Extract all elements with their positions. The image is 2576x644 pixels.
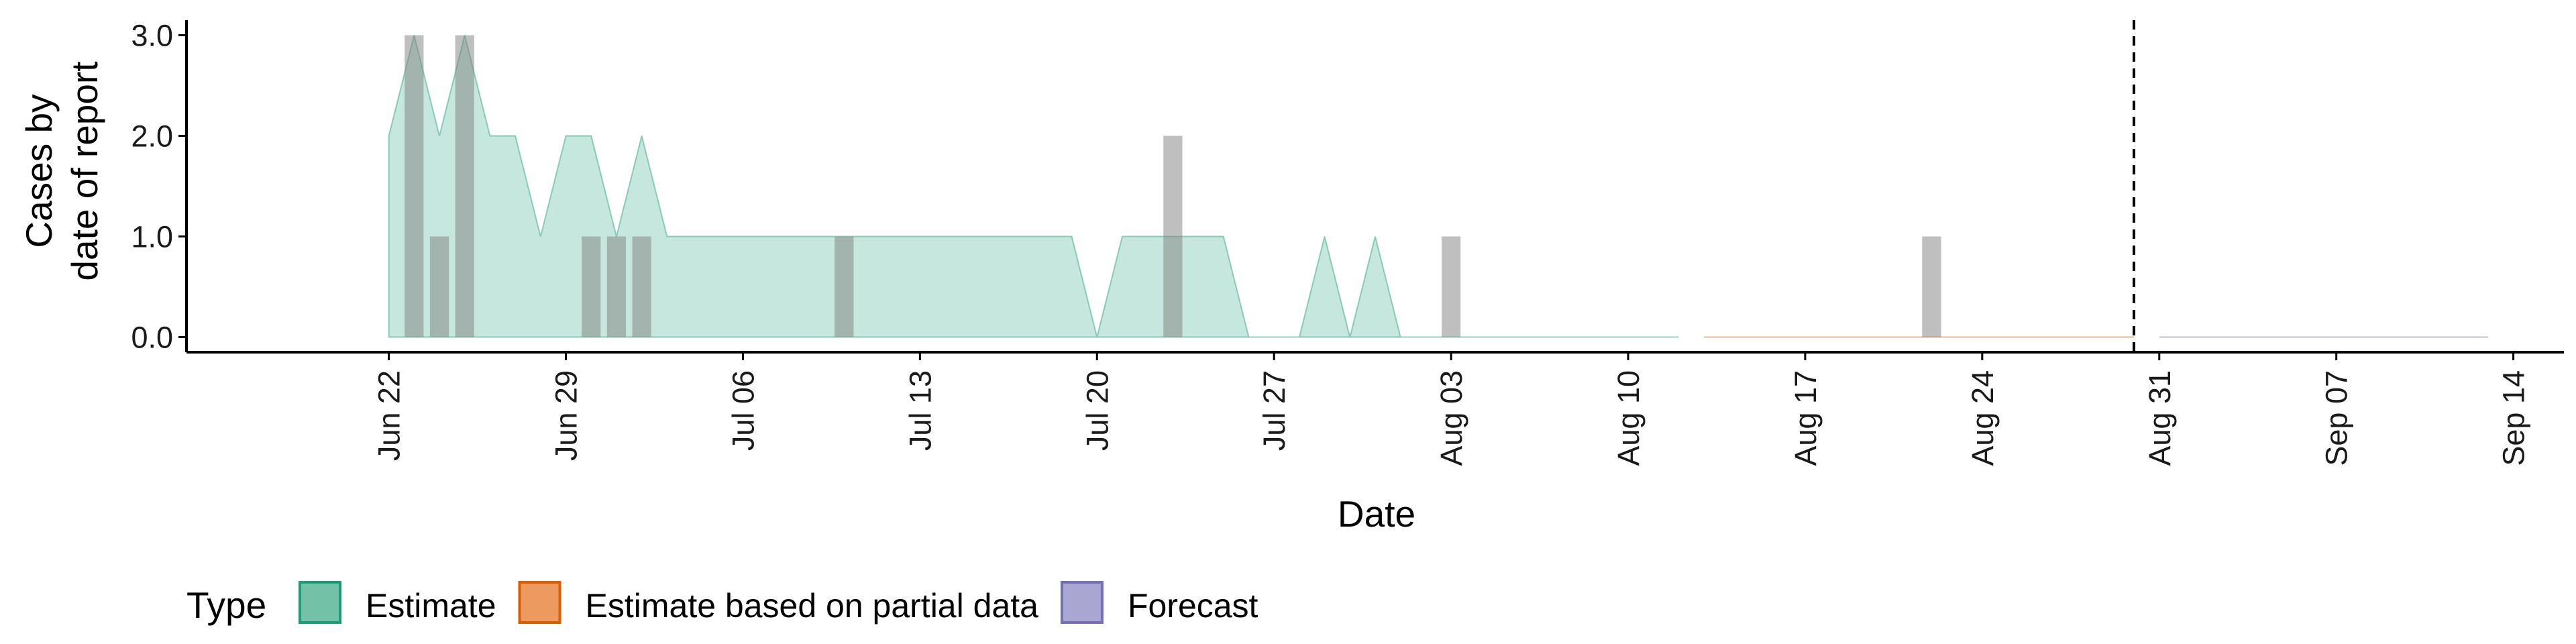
y-tick-label: 2.0 (131, 119, 173, 154)
y-tick-label: 0.0 (131, 321, 173, 355)
y-axis-title-line-1: Cases by (18, 94, 60, 248)
x-tick-label: Sep 14 (2497, 370, 2531, 466)
axes (185, 20, 2564, 354)
x-tick-label: Sep 07 (2320, 370, 2354, 466)
x-axis-title: Date (1338, 493, 1415, 535)
x-tick-label: Jun 22 (372, 370, 407, 461)
x-tick-label: Aug 31 (2143, 370, 2177, 466)
x-tick-label: Jul 20 (1080, 370, 1114, 451)
y-tick-label: 1.0 (131, 220, 173, 254)
y-axis-ticks: 0.0 1.0 2.0 3.0 (131, 19, 186, 355)
reported-case-bar (632, 236, 651, 337)
legend-key (299, 581, 341, 624)
ribbon-estimate (388, 35, 1679, 338)
x-tick-label: Jul 13 (903, 370, 937, 451)
legend-key (518, 581, 561, 624)
reported-case-bar (606, 236, 627, 337)
legend: Type Estimate Estimate based on partial d… (186, 581, 1258, 626)
reported-case-bar (1922, 236, 1941, 337)
reported-case-bar (1441, 236, 1461, 337)
x-tick-label: Aug 17 (1788, 370, 1823, 466)
x-tick-label: Jul 06 (726, 370, 760, 451)
legend-label: Estimate (366, 587, 496, 625)
estimate-ribbons (388, 35, 2488, 338)
legend-label: Forecast (1128, 587, 1258, 625)
reported-case-bar (429, 236, 449, 337)
x-tick-label: Aug 03 (1434, 370, 1468, 466)
y-tick-label: 3.0 (131, 19, 173, 53)
x-axis-ticks: Jun 22 Jun 29 Jul 06 Jul 13 Jul 20 Jul 27 Aug … (372, 352, 2531, 466)
reported-case-bar (582, 236, 601, 337)
reported-case-bars (405, 35, 1941, 337)
reported-case-bar (405, 35, 424, 337)
x-tick-label: Jun 29 (549, 370, 584, 461)
y-axis-title-line-2: date of report (64, 61, 105, 280)
legend-label: Estimate based on partial data (586, 587, 1039, 625)
x-tick-label: Aug 10 (1611, 370, 1646, 466)
legend-key (1060, 581, 1104, 624)
legend-title: Type (186, 584, 266, 626)
reported-case-bar (455, 35, 474, 337)
x-tick-label: Jul 27 (1257, 370, 1291, 451)
reported-case-bar (1163, 136, 1183, 337)
x-tick-label: Aug 24 (1966, 370, 2000, 466)
reported-case-bar (835, 236, 854, 337)
